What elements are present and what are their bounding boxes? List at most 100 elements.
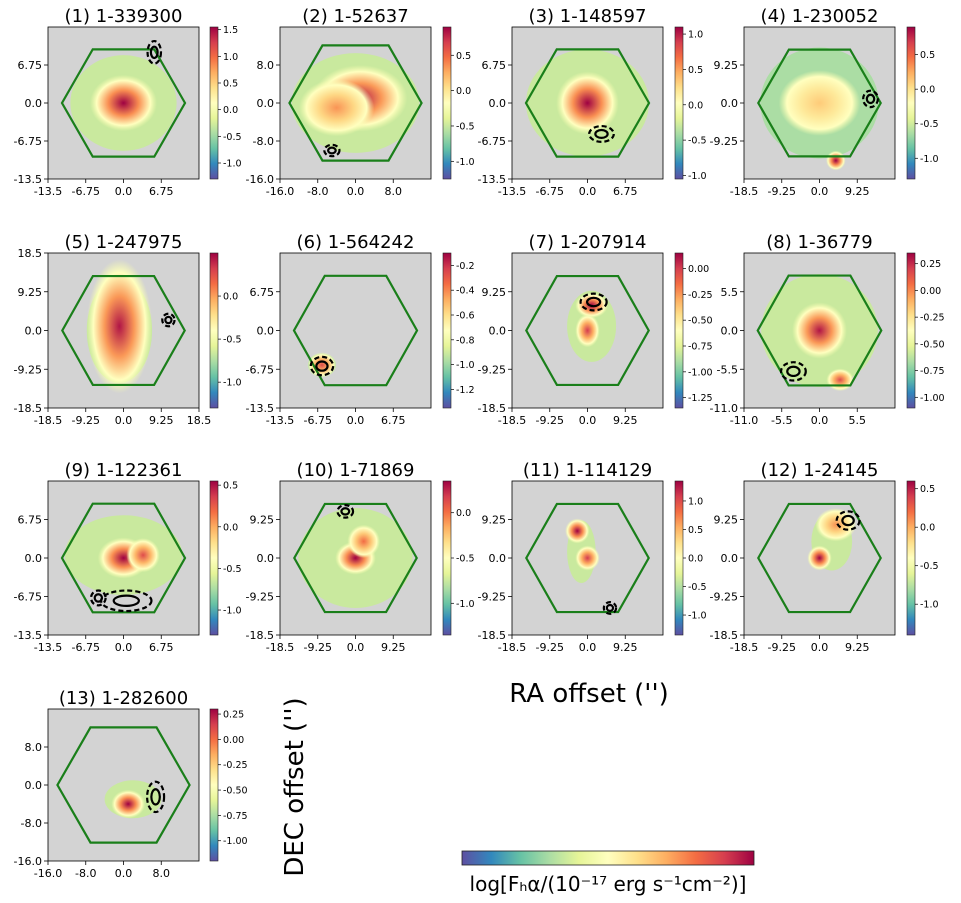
y-tick-label: -16.0: [246, 173, 274, 186]
colorbar-tick-label: -1.00: [223, 836, 248, 847]
colorbar-tick-label: 0.0: [223, 522, 238, 533]
colorbar-tick-label: 0.5: [223, 79, 238, 90]
y-tick-label: 8.0: [25, 741, 43, 754]
y-tick-label: 0.0: [489, 552, 507, 565]
colorbar-tick-label: 0.0: [223, 292, 238, 303]
solid-contour: [585, 296, 602, 308]
x-tick-label: -9.25: [536, 414, 564, 427]
colorbar-tick-label: -0.5: [223, 564, 242, 575]
panel-10: (10) 1-71869 -18.5 -9.25 0.0 9.25 9.25 0.0 -9.2…: [246, 460, 475, 654]
panel-12: (12) 1-24145 -18.5 -9.25 0.0 9.25 9.25 0.0 -9.2…: [710, 460, 939, 654]
colorbar-tick-label: 0.00: [688, 264, 709, 275]
colorbar: [674, 480, 684, 636]
ifu-hexagon: [288, 44, 423, 162]
x-tick-label: -11.0: [730, 414, 758, 427]
dashed-contour: [835, 510, 861, 531]
ifu-hexagon: [292, 274, 419, 387]
y-tick-label: -9.25: [478, 363, 506, 376]
x-tick-label: 9.25: [149, 414, 174, 427]
x-tick-label: -9.25: [304, 641, 332, 654]
dashed-contour: [588, 124, 615, 143]
x-tick-label: -9.25: [768, 641, 796, 654]
x-tick-label: -16.0: [266, 185, 294, 198]
y-tick-label: -13.5: [14, 173, 42, 186]
dashed-contour: [602, 601, 618, 615]
x-tick-label: 5.5: [849, 414, 867, 427]
colorbar-tick-label: -0.50: [920, 339, 945, 350]
colorbar: [906, 26, 916, 180]
panel-6: (6) 1-564242 -13.5 -6.75 0.0 6.75 6.75 0.0 -6.7…: [246, 232, 475, 427]
y-tick-label: -5.5: [717, 363, 738, 376]
solid-contour: [605, 603, 615, 612]
panel-5: (5) 1-247975 -18.5 -9.25 0.0 9.25 18.5 18.5 9.2…: [14, 232, 242, 427]
emission-peak: [89, 74, 158, 132]
colorbar-tick-label: -0.5: [456, 121, 475, 132]
x-tick-label: -13.5: [266, 414, 294, 427]
y-tick-label: -9.25: [478, 591, 506, 604]
y-tick-label: 9.25: [250, 514, 275, 527]
y-tick-label: 9.25: [714, 59, 739, 72]
x-tick-label: -5.5: [771, 414, 792, 427]
x-tick-label: -18.5: [730, 641, 758, 654]
y-tick-label: -13.5: [14, 629, 42, 642]
colorbar-tick-label: 0.0: [223, 105, 238, 116]
x-tick-label: 0.0: [115, 414, 133, 427]
emission-peak: [86, 259, 153, 394]
colorbar-tick-label: -1.2: [456, 385, 475, 396]
y-tick-label: -13.5: [478, 173, 506, 186]
y-tick-label: -18.5: [478, 402, 506, 415]
x-tick-label: 0.0: [115, 867, 133, 880]
y-tick-label: 5.5: [721, 286, 739, 299]
colorbar-tick-label: 0.5: [688, 65, 703, 76]
ifu-hexagon: [61, 274, 186, 387]
x-tick-label: 0.0: [811, 414, 829, 427]
colorbar-tick-label: -1.25: [688, 393, 713, 404]
x-tick-label: -18.5: [266, 641, 294, 654]
colorbar-tick-label: -0.50: [223, 786, 248, 797]
colorbar-tick-label: -1.0: [223, 378, 242, 389]
solid-contour: [164, 315, 173, 325]
y-tick-label: -6.75: [14, 591, 42, 604]
solid-contour: [315, 360, 329, 372]
emission-peak: [298, 79, 375, 137]
y-tick-label: -18.5: [710, 629, 738, 642]
y-tick-label: -8.0: [253, 135, 274, 148]
y-tick-label: 8.0: [257, 59, 275, 72]
colorbar-tick-label: 0.0: [688, 100, 703, 111]
ifu-hexagon: [756, 274, 883, 387]
y-tick-label: 6.75: [18, 514, 43, 527]
x-tick-label: 6.75: [149, 185, 174, 198]
colorbar-tick-label: -0.6: [456, 311, 475, 322]
colorbar: [209, 26, 219, 180]
colorbar-tick-label: -0.50: [688, 316, 713, 327]
y-tick-label: -6.75: [246, 363, 274, 376]
colorbar-tick-label: 0.5: [688, 525, 703, 536]
x-tick-label: 0.0: [811, 185, 829, 198]
x-tick-label: 8.0: [385, 185, 403, 198]
panel-3: (3) 1-148597 -13.5 -6.75 0.0 6.75 6.75 0.0 -6.7…: [478, 6, 707, 198]
colorbar-tick-label: 0.0: [456, 508, 471, 519]
y-tick-label: 0.0: [257, 325, 275, 338]
emission-peak: [556, 71, 619, 135]
colorbar-tick-label: 0.0: [920, 85, 935, 96]
y-tick-label: 0.0: [721, 325, 739, 338]
emission-peak: [126, 538, 160, 573]
x-tick-label: 0.0: [115, 185, 133, 198]
emission-peak: [565, 518, 590, 544]
colorbar-tick-label: 0.5: [920, 50, 935, 61]
x-tick-label: -18.5: [34, 414, 62, 427]
dashed-contour: [862, 89, 879, 109]
dashed-contour: [146, 39, 163, 65]
emission-peak: [826, 150, 846, 171]
panel-title: (3) 1-148597: [529, 6, 647, 27]
x-tick-label: 6.75: [381, 414, 406, 427]
x-tick-label: 0.0: [115, 641, 133, 654]
y-tick-label: -6.75: [478, 135, 506, 148]
colorbar-tick-label: 1.0: [688, 496, 703, 507]
colorbar-tick-label: -1.00: [920, 393, 945, 404]
colorbar-tick-label: 1.5: [223, 25, 238, 36]
panel-2: (2) 1-52637 -16.0 -8.0 0.0 8.0 8.0 0.0 -8.0 -16.…: [246, 6, 475, 198]
map-background: [280, 253, 431, 408]
panel-11: (11) 1-114129 -18.5 -9.25 0.0 9.25 9.25 0.0 -9.…: [478, 460, 707, 654]
